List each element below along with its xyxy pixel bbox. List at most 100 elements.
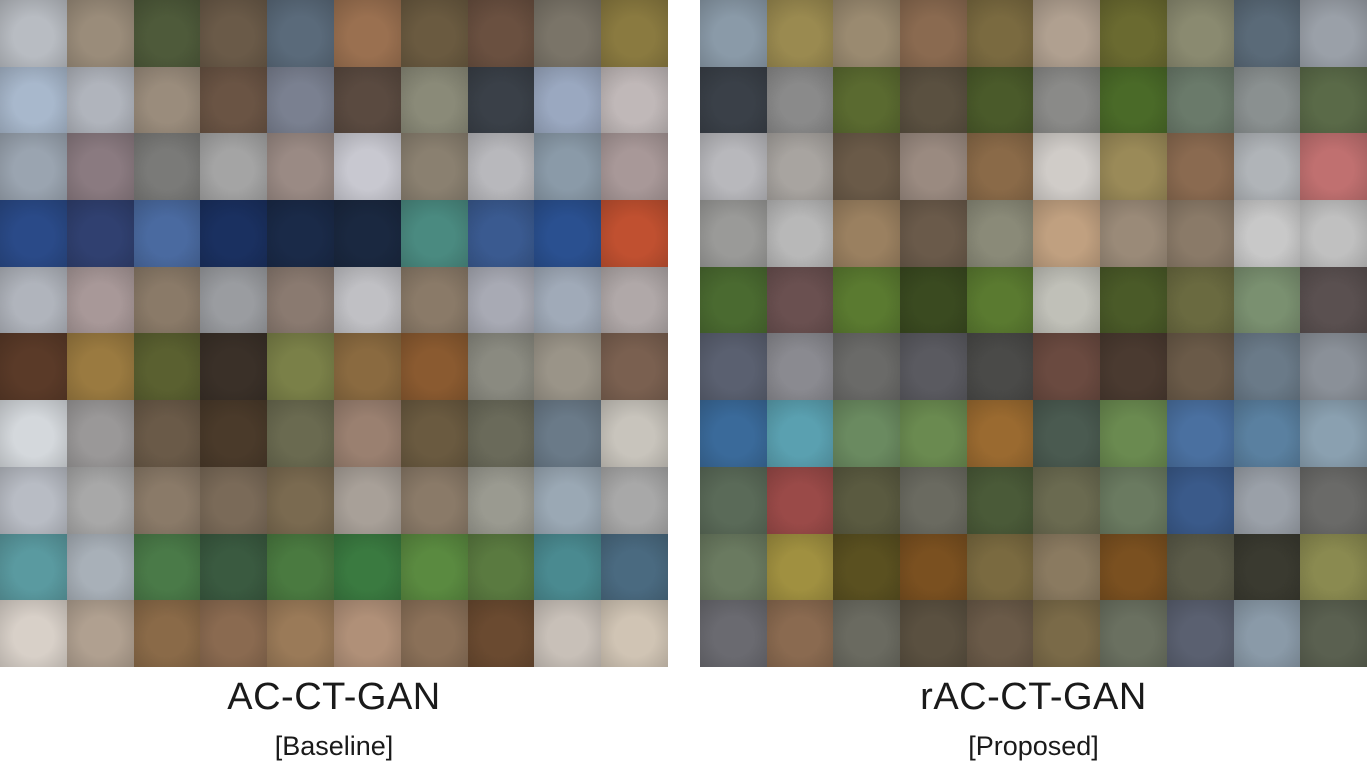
sample-image xyxy=(1300,466,1367,534)
sample-image xyxy=(66,600,134,667)
sample-image xyxy=(1233,0,1301,67)
sample-image xyxy=(601,466,668,534)
sample-image xyxy=(400,533,468,601)
sample-image xyxy=(200,400,268,467)
sample-image xyxy=(1300,200,1367,267)
sample-image xyxy=(833,66,901,134)
sample-image xyxy=(966,466,1034,534)
sample-image xyxy=(267,333,334,401)
sample-image xyxy=(200,200,268,267)
sample-image xyxy=(400,600,468,667)
sample-image xyxy=(900,533,967,601)
sample-image xyxy=(267,266,334,334)
sample-image xyxy=(400,266,468,334)
sample-image xyxy=(267,200,334,267)
sample-image xyxy=(1033,266,1101,334)
sample-image xyxy=(1033,600,1101,667)
sample-image xyxy=(766,200,834,267)
sample-image xyxy=(334,266,401,334)
panel-title: rAC-CT-GAN xyxy=(920,676,1147,718)
sample-image xyxy=(966,266,1034,334)
sample-image xyxy=(1100,466,1167,534)
sample-image xyxy=(700,533,767,601)
sample-image xyxy=(766,533,834,601)
sample-image xyxy=(400,333,468,401)
sample-image xyxy=(0,400,67,467)
sample-image xyxy=(0,600,67,667)
sample-image xyxy=(966,0,1034,67)
sample-image xyxy=(1166,133,1234,201)
sample-image xyxy=(766,600,834,667)
sample-image xyxy=(66,0,134,67)
sample-image xyxy=(200,0,268,67)
sample-image xyxy=(700,66,767,134)
sample-image xyxy=(534,66,602,134)
sample-image xyxy=(1300,400,1367,467)
sample-image xyxy=(700,133,767,201)
proposed-panel: rAC-CT-GAN [Proposed] xyxy=(700,0,1367,761)
sample-image xyxy=(833,266,901,334)
sample-image xyxy=(766,66,834,134)
sample-image xyxy=(1233,600,1301,667)
sample-image xyxy=(1166,400,1234,467)
sample-image xyxy=(833,133,901,201)
sample-image xyxy=(467,333,535,401)
sample-image xyxy=(200,533,268,601)
sample-image xyxy=(601,400,668,467)
sample-image xyxy=(1300,533,1367,601)
sample-image xyxy=(1233,66,1301,134)
sample-image xyxy=(833,200,901,267)
sample-image xyxy=(133,333,201,401)
sample-image xyxy=(0,266,67,334)
panel-title: AC-CT-GAN xyxy=(227,676,441,718)
baseline-panel: AC-CT-GAN [Baseline] xyxy=(0,0,668,761)
sample-image xyxy=(467,466,535,534)
sample-image xyxy=(1100,0,1167,67)
sample-image xyxy=(1233,266,1301,334)
sample-image xyxy=(66,333,134,401)
sample-image xyxy=(200,600,268,667)
sample-image xyxy=(1100,66,1167,134)
sample-image xyxy=(900,333,967,401)
sample-image xyxy=(966,400,1034,467)
sample-image xyxy=(833,400,901,467)
sample-image xyxy=(1033,466,1101,534)
sample-image xyxy=(534,600,602,667)
sample-image xyxy=(766,266,834,334)
sample-image xyxy=(601,333,668,401)
sample-image xyxy=(1166,466,1234,534)
sample-image xyxy=(200,466,268,534)
sample-image xyxy=(766,466,834,534)
sample-image xyxy=(1166,600,1234,667)
sample-image xyxy=(0,333,67,401)
sample-image xyxy=(700,466,767,534)
sample-image xyxy=(534,466,602,534)
sample-image xyxy=(900,200,967,267)
sample-image xyxy=(1100,200,1167,267)
sample-image xyxy=(1300,266,1367,334)
sample-image xyxy=(1300,0,1367,67)
sample-image xyxy=(267,66,334,134)
sample-image xyxy=(1233,133,1301,201)
panel-subtitle: [Proposed] xyxy=(968,731,1099,761)
sample-image xyxy=(467,200,535,267)
sample-image xyxy=(833,333,901,401)
sample-image xyxy=(334,333,401,401)
sample-image xyxy=(334,533,401,601)
sample-image xyxy=(1300,333,1367,401)
sample-image xyxy=(133,400,201,467)
sample-image xyxy=(200,333,268,401)
sample-image xyxy=(334,0,401,67)
sample-image xyxy=(1233,333,1301,401)
sample-image xyxy=(900,400,967,467)
sample-image xyxy=(966,133,1034,201)
sample-image xyxy=(966,333,1034,401)
sample-image xyxy=(400,466,468,534)
sample-image xyxy=(966,533,1034,601)
caption: AC-CT-GAN [Baseline] xyxy=(0,677,668,761)
sample-image xyxy=(1100,266,1167,334)
sample-image xyxy=(966,200,1034,267)
sample-image xyxy=(334,200,401,267)
sample-image xyxy=(267,533,334,601)
sample-image xyxy=(700,0,767,67)
